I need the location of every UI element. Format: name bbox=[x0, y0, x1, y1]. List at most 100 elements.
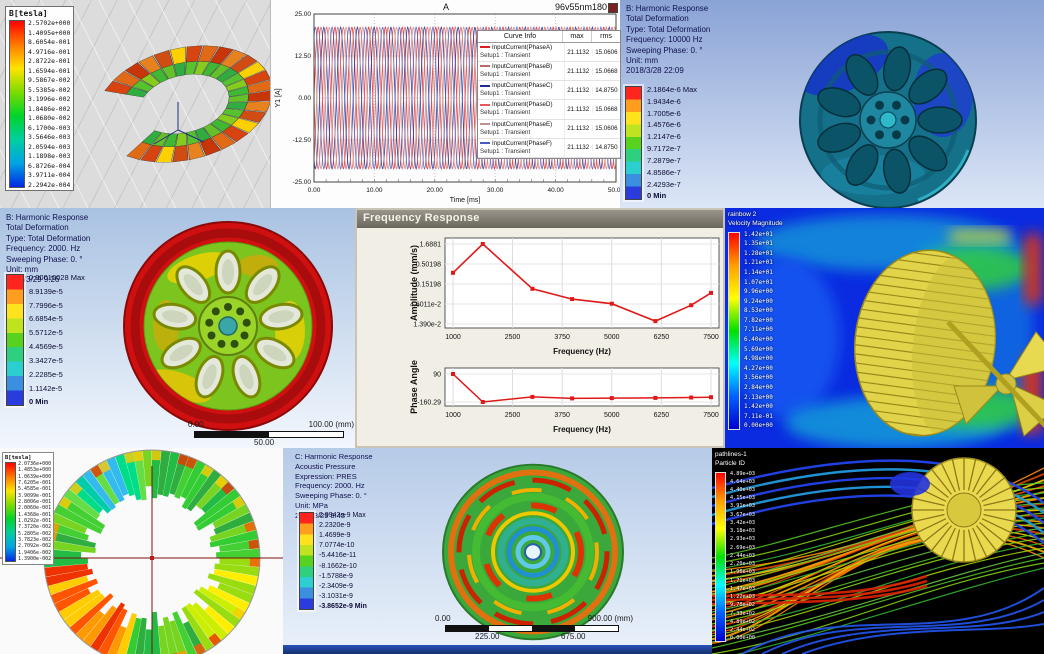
svg-text:5000: 5000 bbox=[604, 412, 620, 419]
deformation-scale: 0.00010028 Max 8.9139e-5 7.7996e-5 6.6854e-… bbox=[4, 272, 85, 408]
scale-value: 3.5646e-003 bbox=[28, 133, 71, 141]
wheel-render bbox=[799, 31, 977, 208]
legend-title-line: pathlines-1 bbox=[715, 451, 747, 458]
ruler-min: 0.00 bbox=[188, 420, 204, 429]
scale-value: 1.0680e-002 bbox=[28, 114, 71, 122]
scale-value: 7.7996e-5 bbox=[29, 300, 63, 310]
header-line: Type: Total Deformation bbox=[626, 24, 711, 34]
scale-value: 3.3427e-5 bbox=[29, 355, 63, 365]
ruler-mid: 50.00 bbox=[254, 438, 275, 447]
scale-value: 2.8006e-001 bbox=[18, 498, 52, 505]
svg-text:0.50198: 0.50198 bbox=[416, 262, 441, 269]
header-line: Unit: MPa bbox=[295, 500, 328, 510]
scale-value: 4.89e+02 bbox=[730, 618, 755, 625]
scale-value: 4.4569e-5 bbox=[29, 342, 63, 352]
disc-render bbox=[442, 463, 624, 641]
header-line: 2018/3/29 9:26 bbox=[6, 275, 60, 285]
scale-value: 2.93e+03 bbox=[730, 536, 755, 543]
scale-value: 8.9139e-5 bbox=[29, 286, 63, 296]
scale-value: 6.40e+00 bbox=[744, 336, 773, 344]
scale-value: 4.15e+03 bbox=[730, 495, 755, 502]
scale-value: 3.91e+03 bbox=[730, 503, 755, 510]
header-line: Sweeping Phase: 0. ° bbox=[295, 491, 367, 500]
header-line: C: Harmonic Response bbox=[295, 452, 373, 461]
scale-value: 3.42e+03 bbox=[730, 519, 755, 526]
svg-text:3750: 3750 bbox=[554, 334, 570, 341]
scale-value: 7.2879e-7 bbox=[647, 155, 681, 165]
scale-value: 1.4576e-6 bbox=[647, 120, 681, 130]
scale-value: -1.5788e-9 bbox=[319, 572, 353, 580]
svg-text:12.50: 12.50 bbox=[295, 53, 312, 60]
colorbar-values: 0.00010028 Max 8.9139e-5 7.7996e-5 6.6854e-… bbox=[29, 274, 85, 406]
svg-text:Phase Angle: Phase Angle bbox=[409, 360, 419, 414]
svg-text:-160.29: -160.29 bbox=[417, 400, 441, 407]
panel-harmonic-2000hz: B: Harmonic Response Total Deformation Typ… bbox=[0, 208, 355, 448]
scale-value: 8.53e+00 bbox=[744, 307, 773, 315]
header-line: 2018/3/29 9:43 bbox=[295, 510, 346, 520]
scale-value: 6.8726e-004 bbox=[28, 161, 71, 170]
scale-value: 3.56e+00 bbox=[744, 374, 773, 382]
streamlines-render bbox=[712, 457, 1044, 654]
ruler-max: 900.00 (mm) bbox=[587, 614, 633, 623]
scale-value: 4.98e+00 bbox=[744, 355, 773, 363]
scale-value: 3.9711e-004 bbox=[28, 171, 71, 179]
scale-value: 6.6854e-5 bbox=[29, 314, 63, 324]
result-header: C: Harmonic Response Acoustic Pressure Exp… bbox=[295, 452, 373, 520]
ruler-max: 100.00 (mm) bbox=[308, 420, 354, 429]
scale-value: 9.78e+02 bbox=[730, 602, 755, 609]
scale-value: 7.82e+00 bbox=[744, 316, 773, 324]
scale-value: 7.3720e-002 bbox=[18, 524, 52, 531]
curve-legend-header: Curve Info max rms bbox=[478, 31, 620, 43]
svg-text:Time [ms]: Time [ms] bbox=[450, 197, 481, 204]
panel-current-plot: A 96v55nm180 0.00 10.00 20.00 30.00 40.00 50.… bbox=[270, 0, 621, 208]
curve-legend-rows: InputCurrent(PhaseA) Setup1 : Transient 21… bbox=[478, 43, 620, 158]
scale-value: 8.6054e-001 bbox=[28, 38, 71, 46]
scale-value: 4.8586e-7 bbox=[647, 167, 681, 177]
result-header: B: Harmonic Response Total Deformation Typ… bbox=[6, 213, 90, 286]
scale-value: 3.7823e-002 bbox=[18, 536, 52, 543]
scale-value: 0 Min bbox=[647, 191, 667, 201]
colorbar-values: 1.42e+01 1.35e+01 1.28e+01 1.21e+01 1.14e+01… bbox=[744, 231, 773, 430]
result-header: B: Harmonic Response Total Deformation Typ… bbox=[626, 4, 710, 77]
scale-ruler: 0.00 900.00 (mm) 225.00 675.00 bbox=[433, 614, 633, 644]
frequency-response-charts: 1.6881 0.50198 0.15198 4.6011e-2 1.390e-2 100… bbox=[409, 237, 720, 434]
pressure-scale: 2.9942e-9 Max 2.2320e-9 1.4699e-9 7.0774e-1… bbox=[297, 510, 367, 612]
panel-harmonic-10000hz: B: Harmonic Response Total Deformation Typ… bbox=[620, 0, 1044, 208]
design-name-label: 96v55nm180 bbox=[554, 2, 607, 12]
header-line: Total Deformation bbox=[626, 14, 689, 24]
scale-value: 1.7005e-6 bbox=[647, 108, 681, 118]
svg-text:40.00: 40.00 bbox=[547, 187, 564, 194]
svg-text:30.00: 30.00 bbox=[487, 187, 504, 194]
header-line: B: Harmonic Response bbox=[626, 4, 709, 13]
ruler-bar bbox=[445, 625, 619, 632]
curve-legend-row: InputCurrent(PhaseE) Setup1 : Transient 21… bbox=[478, 119, 620, 139]
scale-value: 1.4853e+000 bbox=[18, 467, 52, 474]
cfd-render bbox=[725, 208, 1044, 448]
colorbar bbox=[4, 272, 26, 408]
scale-value: 7.11e-01 bbox=[744, 412, 773, 420]
scale-value: -5.4416e-11 bbox=[319, 552, 357, 560]
scale-value: 3.67e+03 bbox=[730, 511, 755, 518]
scale-value: 5.5385e-002 bbox=[28, 85, 71, 94]
scale-value: 1.22e+03 bbox=[730, 594, 755, 601]
scale-value: 6.1700e-003 bbox=[28, 123, 71, 132]
header-line: Sweeping Phase: 0. ° bbox=[6, 254, 83, 264]
panel-particle-traces: pathlines-1 Particle ID 4.89e+03 4.64e+03 4… bbox=[712, 448, 1044, 654]
svg-text:1000: 1000 bbox=[445, 412, 461, 419]
scale-value: 9.5867e-002 bbox=[28, 76, 71, 84]
svg-text:Frequency (Hz): Frequency (Hz) bbox=[553, 347, 611, 356]
header-line: Total Deformation bbox=[6, 223, 69, 233]
svg-text:5000: 5000 bbox=[604, 334, 620, 341]
scale-value: -3.1031e-9 bbox=[319, 592, 353, 600]
legend-title-line: rainbow 2 bbox=[728, 211, 757, 218]
scale-value: 2.1864e-6 Max bbox=[647, 85, 698, 94]
scale-value: 0.00e+00 bbox=[744, 422, 773, 430]
header-line: B: Harmonic Response bbox=[6, 213, 89, 222]
particle-legend: pathlines-1 Particle ID 4.89e+03 4.64e+03 4… bbox=[715, 451, 755, 642]
scale-value: 0.00e+00 bbox=[730, 635, 755, 642]
velocity-legend: rainbow 2 Velocity Magnitude 1.42e+01 1.35… bbox=[728, 211, 783, 430]
scale-value: 1.0639e+000 bbox=[18, 473, 52, 480]
colorbar-values: 2.9942e-9 Max 2.2320e-9 1.4699e-9 7.0774e-1… bbox=[319, 512, 367, 610]
window-titlebar[interactable]: Frequency Response bbox=[357, 210, 723, 228]
